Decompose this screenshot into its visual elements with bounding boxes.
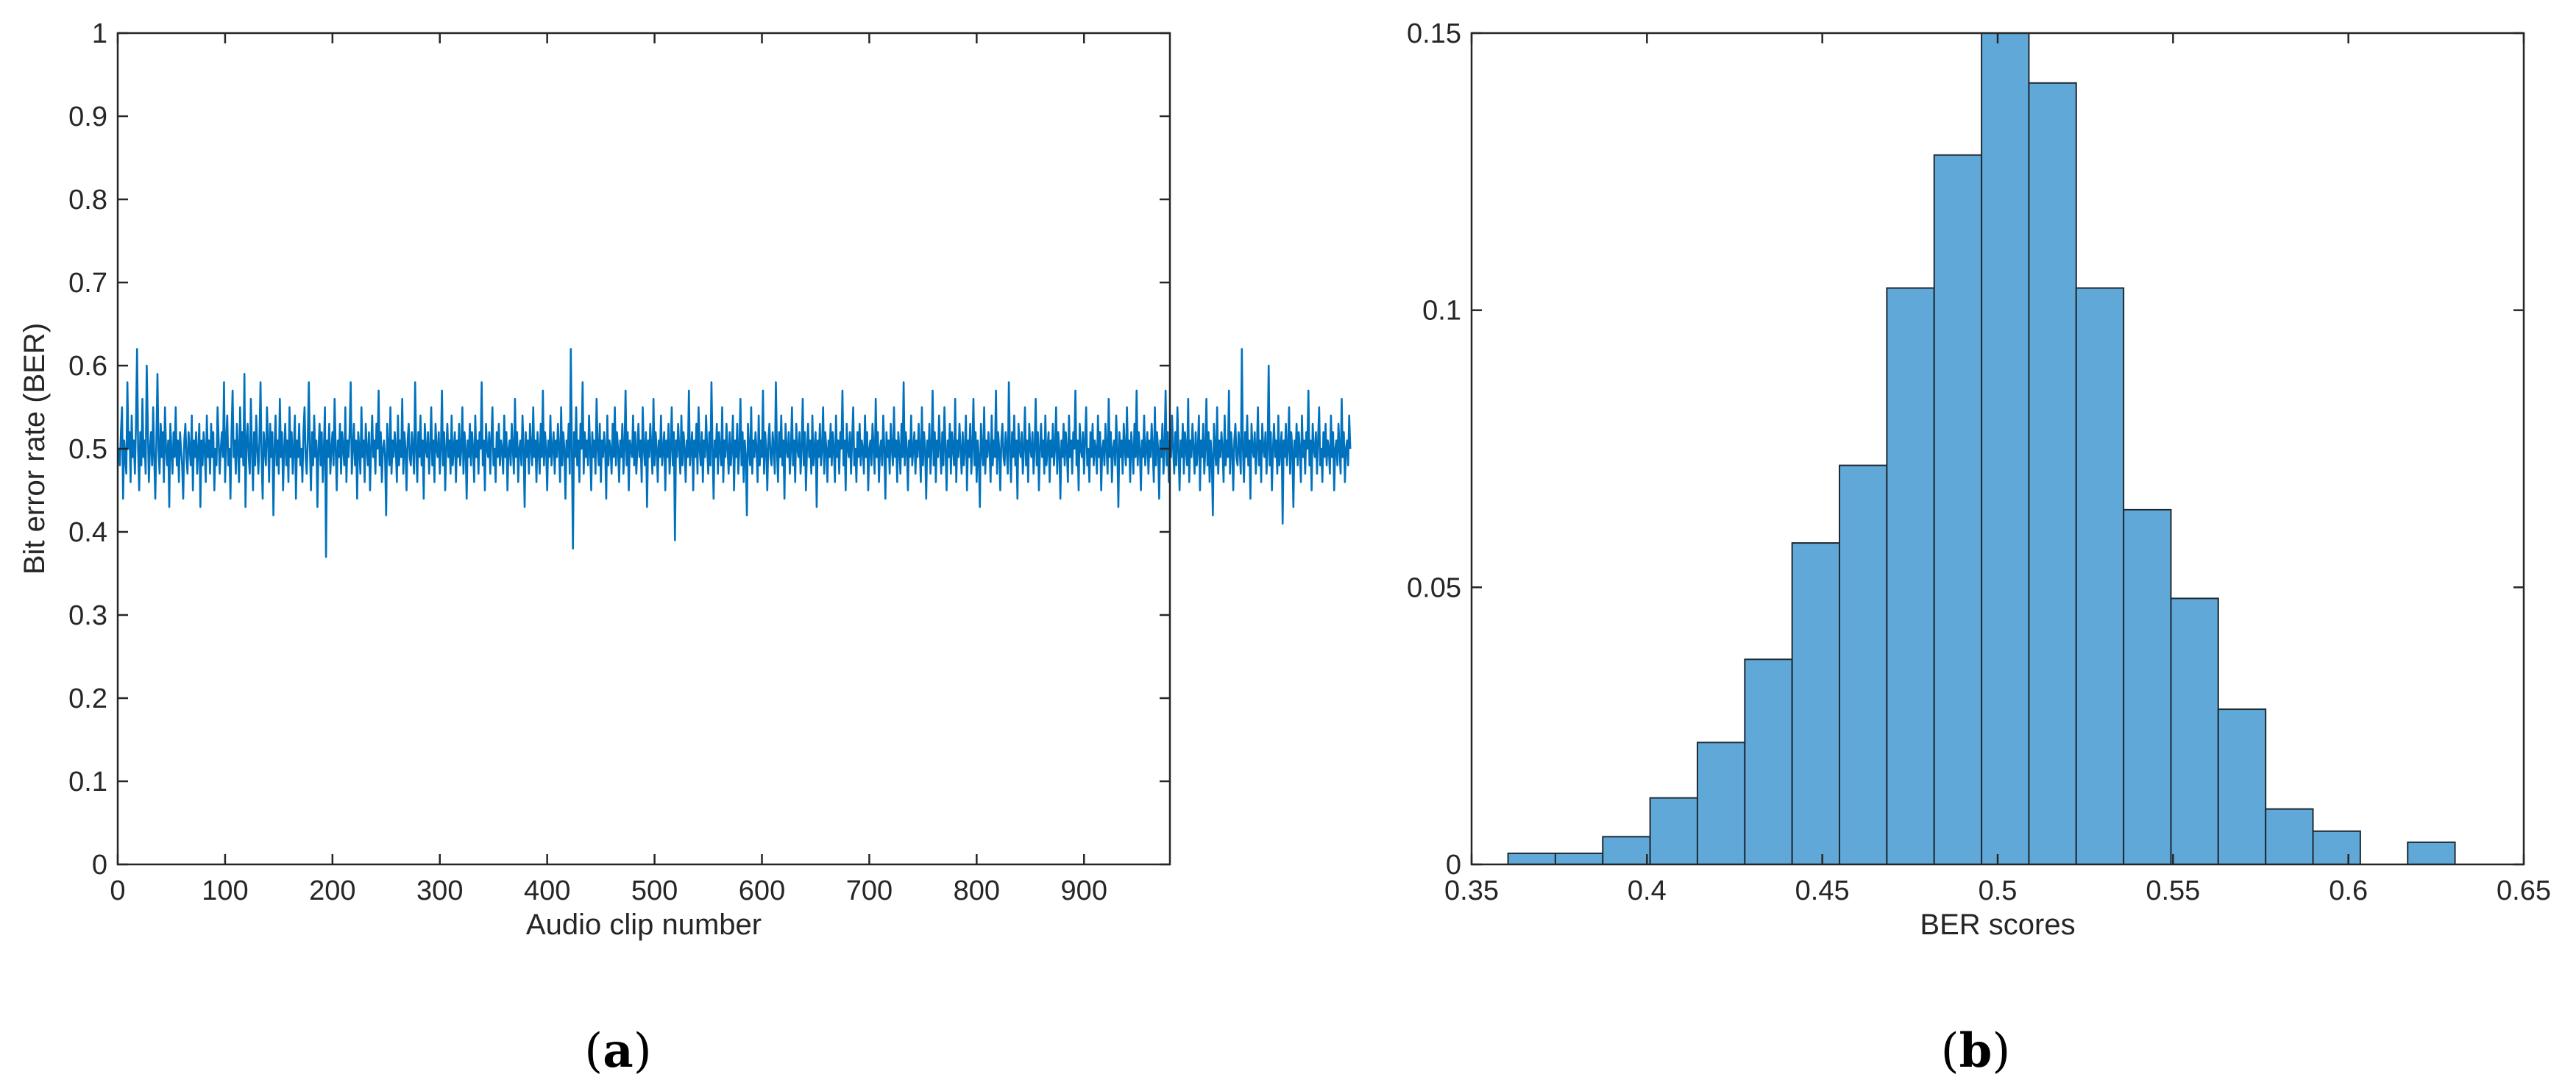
- chart-a-panel-letter: a: [603, 1023, 633, 1078]
- x-tick-label: 0.4: [1628, 875, 1667, 906]
- y-tick-label: 0.1: [1422, 296, 1461, 327]
- x-tick-label: 800: [954, 875, 1000, 906]
- x-tick-label: 500: [631, 875, 678, 906]
- chart-a-panel-label: (a): [584, 1023, 651, 1078]
- histogram-bar: [1791, 542, 1841, 865]
- x-tick-label: 0.45: [1795, 875, 1850, 906]
- histogram-bar: [1649, 797, 1698, 865]
- x-tick-label: 0.65: [2497, 875, 2551, 906]
- y-tick-label: 0.8: [68, 185, 107, 216]
- chart-b-panel-label: (b): [1941, 1023, 2011, 1078]
- x-tick-label: 600: [739, 875, 785, 906]
- y-tick-label: 0.9: [68, 102, 107, 132]
- chart-a-plot-area: [118, 348, 1352, 558]
- chart-a: 0 100 200 300 400 500 600 700 800 900 0 0.1 0.2 0.3 0.…: [18, 18, 1352, 1078]
- y-tick-label: 0.15: [1407, 18, 1461, 49]
- y-tick-label: 0.5: [68, 434, 107, 465]
- histogram-bar: [2217, 708, 2267, 865]
- x-tick-label: 0.35: [1444, 875, 1499, 906]
- histogram-bar: [1696, 742, 1746, 866]
- x-tick-label: 200: [309, 875, 355, 906]
- histogram-bar: [1839, 464, 1888, 865]
- chart-a-ylabel: Bit error rate (BER): [18, 323, 51, 575]
- histogram-bar: [2170, 597, 2219, 866]
- histogram-bar: [1886, 287, 1935, 865]
- x-tick-label: 0.5: [1979, 875, 2018, 906]
- y-tick-label: 0.3: [68, 600, 107, 631]
- series-line: [118, 348, 1352, 558]
- chart-b-panel-letter: b: [1959, 1023, 1993, 1078]
- chart-b: 0.35 0.4 0.45 0.5 0.55 0.6 0.65 0 0.05 0.1 0.15 BE…: [1407, 18, 2551, 1078]
- histogram-bar: [1602, 836, 1651, 865]
- chart-b-plot-area: [1507, 32, 2456, 866]
- y-tick-label: 0.7: [68, 268, 107, 299]
- histogram-bar: [1933, 154, 1983, 866]
- y-tick-label: 1: [92, 18, 107, 49]
- chart-b-xlabel: BER scores: [1920, 909, 2075, 941]
- histogram-bar: [1744, 658, 1793, 866]
- y-tick-label: 0.2: [68, 683, 107, 714]
- histogram-bar: [1981, 32, 2030, 865]
- y-tick-label: 0.6: [68, 351, 107, 382]
- x-tick-label: 300: [416, 875, 463, 906]
- x-tick-label: 400: [524, 875, 570, 906]
- histogram-bar: [2028, 82, 2077, 865]
- y-tick-label: 0.1: [68, 767, 107, 797]
- histogram-bar: [1554, 852, 1604, 866]
- x-tick-label: 900: [1061, 875, 1107, 906]
- histogram-bar: [2123, 508, 2172, 865]
- histogram-bar: [2312, 830, 2361, 866]
- y-tick-label: 0.05: [1407, 572, 1461, 603]
- x-tick-label: 0.55: [2146, 875, 2200, 906]
- histogram-bar: [1507, 852, 1556, 866]
- chart-a-xlabel: Audio clip number: [526, 909, 762, 941]
- x-tick-label: 0.6: [2329, 875, 2368, 906]
- chart-b-ticks: 0.35 0.4 0.45 0.5 0.55 0.6 0.65 0 0.05 0.1 0.15: [1407, 18, 2551, 906]
- x-tick-label: 100: [202, 875, 248, 906]
- x-tick-label: 700: [846, 875, 893, 906]
- histogram-bar: [2265, 808, 2314, 866]
- x-tick-label: 0: [110, 875, 125, 906]
- histogram-bar: [2075, 287, 2125, 865]
- y-tick-label: 0.4: [68, 517, 107, 548]
- y-tick-label: 0: [92, 850, 107, 881]
- chart-a-ticks: 0 100 200 300 400 500 600 700 800 900 0 0.1 0.2 0.3 0.…: [68, 18, 1170, 906]
- y-tick-label: 0: [1446, 850, 1461, 881]
- histogram-bar: [2407, 841, 2456, 865]
